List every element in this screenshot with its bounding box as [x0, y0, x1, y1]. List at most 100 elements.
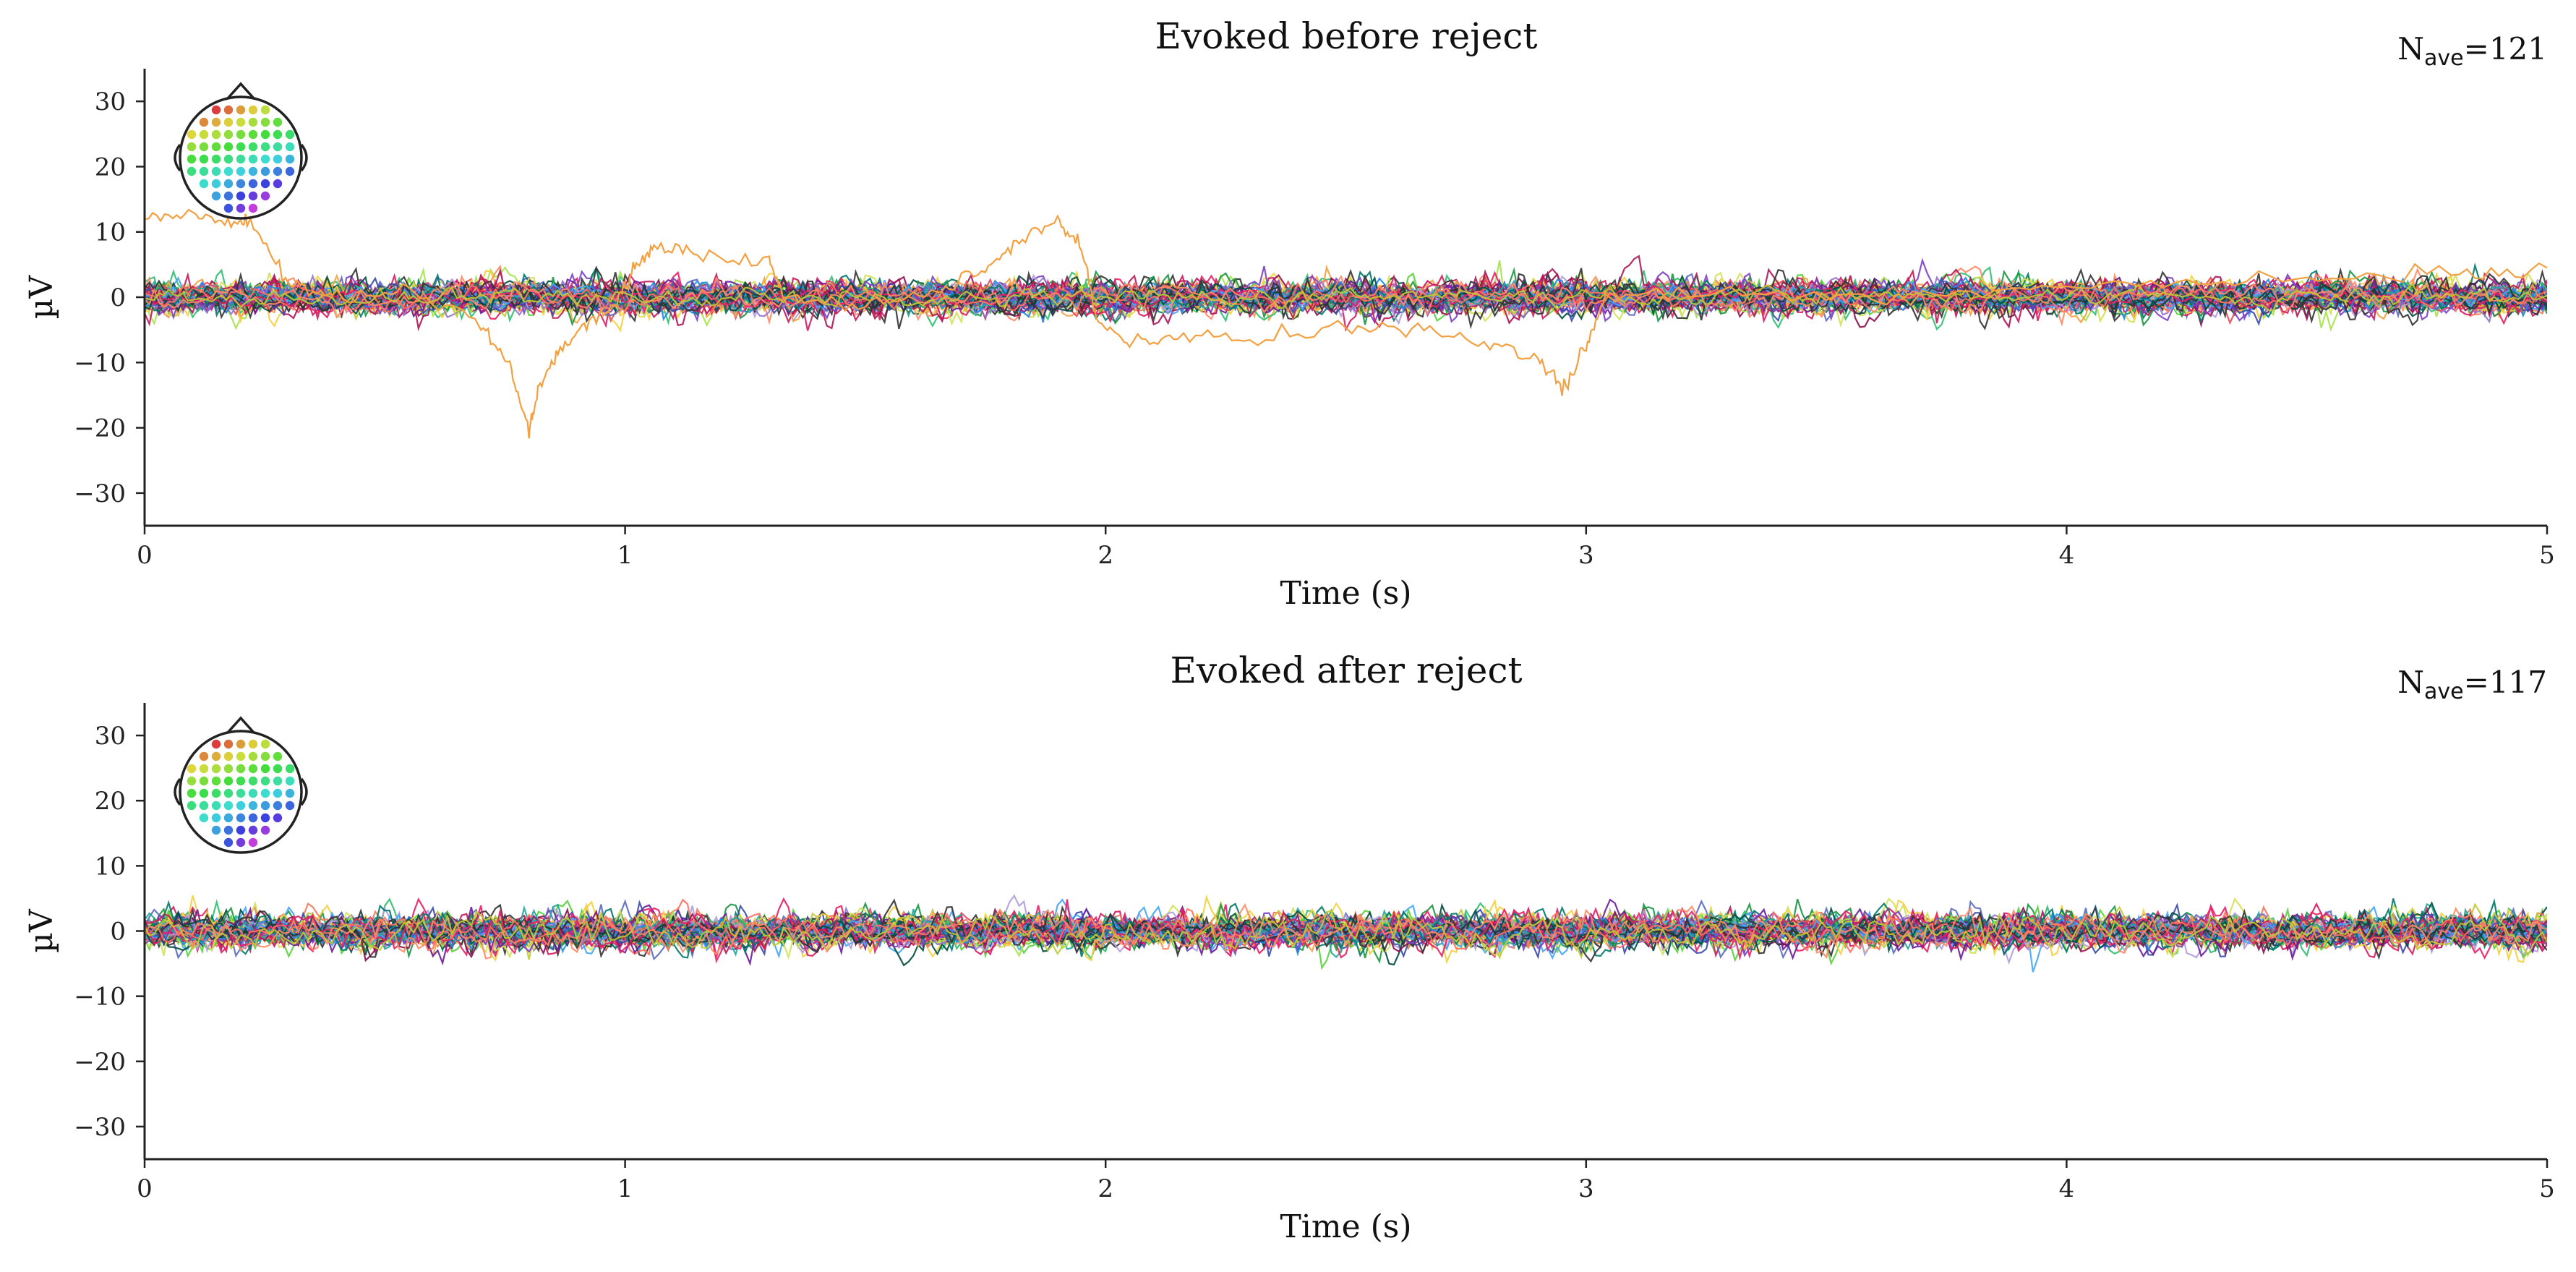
sensor-dot	[260, 117, 270, 127]
sensor-dot	[260, 764, 270, 774]
sensor-dot	[187, 788, 197, 798]
sensor-dot	[223, 837, 234, 848]
x-tick-label: 0	[137, 541, 153, 570]
x-tick-label: 4	[2059, 541, 2075, 570]
plot-area: −30 −20 −10 0 10 20 30 0 1 2 3 4 5 Time (s) µV	[23, 69, 2555, 612]
sensor-dot	[236, 191, 246, 201]
sensor-dot	[273, 751, 283, 761]
sensor-dot	[223, 117, 234, 127]
sensor-dot	[248, 739, 258, 749]
sensor-dot	[273, 129, 283, 140]
sensor-dot	[236, 117, 246, 127]
sensor-dot	[260, 739, 270, 749]
sensor-dot	[211, 801, 221, 811]
sensor-dot	[236, 154, 246, 164]
x-tick-label: 2	[1097, 541, 1113, 570]
sensor-dot	[223, 154, 234, 164]
sensor-dot	[199, 801, 209, 811]
sensor-dot	[248, 837, 258, 848]
sensor-dot	[211, 117, 221, 127]
channel-trace	[145, 910, 2547, 960]
y-tick-label: −20	[74, 1048, 126, 1077]
sensor-dot	[285, 801, 295, 811]
y-tick-label: 10	[95, 852, 126, 881]
x-tick-label: 1	[617, 541, 633, 570]
sensor-dot	[199, 129, 209, 140]
chart-title: Evoked before reject	[1155, 15, 1538, 57]
sensor-dot	[223, 191, 234, 201]
sensor-dot	[223, 813, 234, 823]
sensor-dot	[285, 129, 295, 140]
sensor-dot	[223, 776, 234, 786]
channel-trace	[145, 283, 2547, 312]
chart-panel-before-reject: Evoked before reject Nave=121 −30 −20 −10 0…	[23, 15, 2555, 612]
sensor-dot	[273, 764, 283, 774]
sensor-dot	[199, 764, 209, 774]
sensor-dot	[236, 166, 246, 176]
sensor-dot	[260, 813, 270, 823]
sensor-dot	[236, 837, 246, 848]
x-tick-label: 5	[2539, 541, 2555, 570]
sensor-dot	[199, 751, 209, 761]
x-tick-label: 0	[137, 1174, 153, 1203]
sensor-dot	[248, 129, 258, 140]
y-axis-label: µV	[23, 275, 60, 320]
sensor-dot	[236, 105, 246, 115]
y-tick-label: −30	[74, 1113, 126, 1142]
outlier-channel-trace	[144, 208, 2548, 439]
sensor-dot	[285, 776, 295, 786]
sensor-dot	[211, 764, 221, 774]
sensor-head-icon	[174, 716, 308, 854]
sensor-dot	[260, 751, 270, 761]
sensor-dot	[223, 788, 234, 798]
sensor-dot	[273, 142, 283, 152]
sensor-dot	[248, 191, 258, 201]
sensor-dot	[199, 813, 209, 823]
sensor-head-icon	[174, 82, 308, 220]
sensor-dot	[248, 751, 258, 761]
sensor-dot	[211, 751, 221, 761]
sensor-dot	[187, 142, 197, 152]
sensor-dot	[199, 154, 209, 164]
sensor-dot	[248, 764, 258, 774]
sensor-dot	[236, 129, 246, 140]
x-tick-label: 1	[617, 1174, 633, 1203]
sensor-dot	[211, 129, 221, 140]
sensor-dot	[187, 801, 197, 811]
channel-traces	[145, 894, 2547, 973]
sensor-dot	[223, 751, 234, 761]
y-tick-label: 0	[110, 283, 126, 312]
sensor-dot	[236, 801, 246, 811]
sensor-dot	[260, 191, 270, 201]
y-tick-label: −10	[74, 349, 126, 377]
y-tick-label: 20	[95, 153, 126, 182]
sensor-dot	[236, 203, 246, 213]
y-tick-label: −30	[74, 479, 126, 508]
sensor-dot	[248, 117, 258, 127]
y-tick-label: 30	[95, 87, 126, 116]
sensor-dot	[187, 166, 197, 176]
sensor-dot	[211, 776, 221, 786]
x-tick-label: 5	[2539, 1174, 2555, 1203]
y-tick-label: 10	[95, 218, 126, 247]
sensor-dot	[223, 142, 234, 152]
sensor-dot	[199, 788, 209, 798]
sensor-dot	[236, 751, 246, 761]
sensor-dot	[236, 179, 246, 189]
nave-label: Nave=121	[2397, 31, 2547, 71]
sensor-dot	[211, 813, 221, 823]
sensor-dot	[187, 776, 197, 786]
sensor-dot	[223, 179, 234, 189]
sensor-dot	[273, 154, 283, 164]
sensor-dot	[236, 776, 246, 786]
sensor-dot	[260, 142, 270, 152]
sensor-dot	[211, 105, 221, 115]
sensor-dot	[223, 129, 234, 140]
sensor-dot	[223, 764, 234, 774]
sensor-dot	[285, 764, 295, 774]
sensor-dot	[273, 813, 283, 823]
chart-title: Evoked after reject	[1170, 649, 1522, 691]
sensor-dot	[248, 142, 258, 152]
sensor-dot	[187, 129, 197, 140]
